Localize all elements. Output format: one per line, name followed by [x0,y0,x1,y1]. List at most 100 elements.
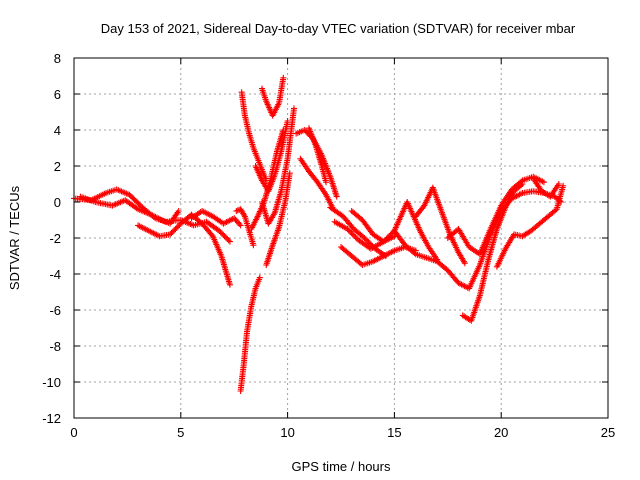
data-point-marker [224,235,231,242]
data-point-marker [256,274,263,281]
data-point-marker [216,227,223,234]
data-point-marker [391,233,398,240]
series-s10 [258,105,298,227]
data-point-marker [225,237,232,244]
data-point-marker [168,230,175,237]
series-s15 [305,125,330,186]
data-point-marker [286,170,293,177]
data-point-marker [333,193,340,200]
data-point-marker [560,182,567,189]
data-point-marker [231,215,238,222]
data-point-marker [555,181,562,187]
data-point-marker [361,235,368,241]
y-tick-label: 0 [54,195,61,210]
y-axis-label: SDTVAR / TECUs [7,185,22,290]
series-s6 [238,89,270,184]
data-point-marker [250,242,257,249]
data-point-marker [172,226,179,232]
data-point-marker [351,232,358,239]
data-point-marker [345,227,352,234]
series-s24 [444,173,547,258]
series-s2 [77,193,182,227]
x-axis-ticks: 0 5 10 15 20 25 [70,58,615,440]
series-s5 [237,274,263,394]
grid-lines [74,58,608,418]
chart-title: Day 153 of 2021, Sidereal Day-to-day VTE… [101,21,576,36]
data-point-marker [169,228,176,235]
x-tick-label: 10 [280,425,294,440]
data-point-marker [208,231,215,238]
data-points [71,74,567,394]
data-point-marker [352,234,359,241]
series-s12 [263,170,293,268]
series-s9 [252,118,291,195]
data-point-marker [349,231,356,238]
y-tick-label: -4 [49,267,61,282]
data-point-marker [382,253,389,259]
x-tick-label: 5 [177,425,184,440]
data-point-marker [323,179,330,186]
data-point-marker [233,218,240,225]
data-point-marker [461,260,468,267]
data-point-marker [412,247,419,254]
y-tick-label: -12 [42,411,61,426]
series-s25 [493,182,567,270]
data-point-marker [222,234,229,241]
data-point-marker [540,179,547,186]
series-s11 [248,127,287,232]
series-s17 [338,244,419,268]
data-point-marker [347,228,354,235]
x-axis-label: GPS time / hours [292,459,391,474]
y-tick-label: -2 [49,231,61,246]
x-tick-label: 20 [494,425,508,440]
y-tick-label: -8 [49,339,61,354]
data-point-marker [518,178,525,185]
y-tick-label: -10 [42,375,61,390]
data-point-marker [220,231,227,238]
data-point-marker [280,74,287,81]
series-s13 [293,127,340,200]
data-point-marker [226,238,233,245]
y-axis-ticks: -12 -10 -8 -6 -4 -2 0 2 4 6 8 [42,51,608,426]
series-s26 [530,175,562,200]
data-point-marker [237,222,244,229]
y-tick-label: 2 [54,159,61,174]
data-point-marker [167,231,174,238]
data-point-marker [365,239,372,246]
series-s4 [188,208,244,229]
data-point-marker [362,236,369,243]
data-point-marker [175,223,182,230]
series-s14 [297,155,336,211]
data-point-marker [364,237,371,244]
y-tick-label: 4 [54,123,61,138]
data-point-marker [133,205,140,212]
data-point-marker [226,281,233,288]
y-tick-label: 8 [54,51,61,66]
data-point-marker [171,227,178,234]
data-point-marker [218,230,225,237]
data-point-marker [235,219,242,226]
data-point-marker [221,233,228,240]
data-point-marker [241,211,248,218]
series-s3 [135,211,233,288]
data-point-marker [217,229,224,236]
data-point-marker [233,208,240,214]
data-point-marker [366,240,373,247]
data-point-marker [232,216,239,223]
series-s23 [459,181,526,324]
series-s8 [258,74,287,119]
data-point-marker [291,105,298,112]
data-point-marker [348,230,355,237]
data-point-marker [173,224,180,231]
data-point-marker [369,243,376,250]
x-tick-label: 15 [387,425,401,440]
y-tick-label: 6 [54,87,61,102]
data-point-marker [236,220,243,227]
series-s19 [348,208,398,245]
x-tick-label: 25 [601,425,615,440]
data-point-marker [368,241,375,248]
y-tick-label: -6 [49,303,61,318]
series-s18 [327,204,389,259]
x-tick-label: 0 [70,425,77,440]
